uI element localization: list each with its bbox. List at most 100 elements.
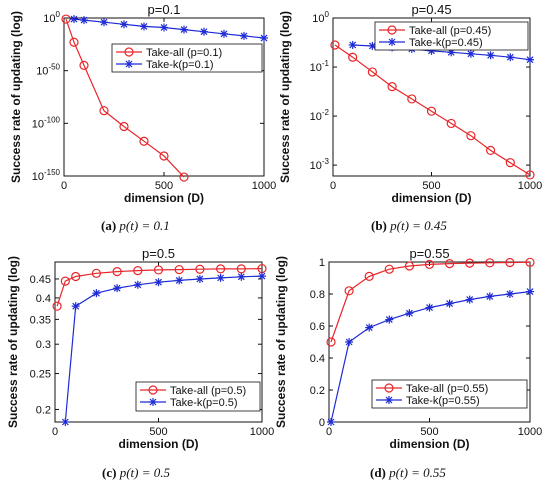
x-axis-label: dimension (D)	[392, 191, 472, 205]
chart-panel-4: p=0.55 0 500 1000 dimension (D) 1 0.8 0.6 0.4 0.2…	[274, 246, 542, 451]
data-point-take-k	[180, 25, 188, 34]
y-tick-label: 10-100	[32, 115, 61, 130]
data-point-take-k	[258, 272, 266, 281]
data-point-take-all	[195, 264, 205, 274]
data-point-take-k	[425, 303, 434, 312]
legend-label: Take-k(p=0.1)	[146, 59, 214, 71]
data-point-take-k	[348, 40, 357, 49]
legend: Take-all (p=0.45)Take-k(p=0.45)	[374, 21, 529, 51]
x-tick-label: 1000	[252, 180, 276, 192]
data-point-take-k	[92, 289, 101, 298]
data-point-take-k	[100, 18, 108, 27]
y-tick-label: 10-150	[32, 168, 61, 183]
legend: Take-all (p=0.1)Take-k(p=0.1)	[111, 43, 263, 73]
y-tick-label: 0.3	[36, 339, 51, 351]
chart-panel-3: p=0.5 0 500 1000 dimension (D) 0.45 0.4 0.35 0.3…	[6, 246, 274, 451]
chart-panel-2: p=0.45 0 500 1000 dimension (D) 100 10-1 10-2 10…	[278, 2, 542, 205]
data-point-take-all	[367, 67, 377, 77]
data-point-take-k	[216, 273, 225, 282]
data-point-take-k	[200, 27, 208, 36]
x-axis-label: dimension (D)	[124, 191, 204, 205]
data-point-take-all	[174, 264, 184, 275]
legend-box	[111, 43, 263, 73]
legend-box	[135, 381, 261, 412]
data-point-take-k	[506, 53, 515, 62]
data-point-take-k	[486, 51, 495, 60]
data-point-take-k	[220, 29, 228, 38]
data-point-take-all	[505, 158, 515, 168]
data-point-take-all	[384, 264, 394, 274]
y-tick-label: 10-3	[310, 157, 330, 172]
legend-label: Take-all (p=0.55)	[406, 383, 488, 395]
y-tick-label: 0.2	[36, 404, 51, 416]
chart-title: p=0.45	[411, 2, 451, 17]
data-point-take-k	[445, 299, 454, 308]
legend-label: Take-all (p=0.45)	[409, 25, 491, 37]
data-point-take-all	[79, 60, 89, 71]
legend-marker-circle	[148, 385, 158, 395]
x-axis-label: dimension (D)	[119, 437, 199, 451]
x-tick-label: 500	[420, 426, 438, 438]
data-point-take-k	[237, 272, 246, 281]
data-point-take-all	[119, 121, 129, 132]
legend-label: Take-all (p=0.1)	[146, 47, 222, 59]
data-point-take-k	[465, 295, 474, 304]
chart-panel-1: p=0.1 0 500 1000 dimension (D) 100 10-50 10-100…	[9, 2, 276, 205]
data-point-take-k	[154, 278, 163, 287]
data-point-take-k	[526, 287, 534, 296]
data-point-take-all	[159, 151, 169, 161]
series-line-take-all	[334, 44, 531, 176]
legend-marker-star	[388, 38, 396, 46]
x-tick-label: 0	[61, 180, 67, 192]
data-point-take-k	[195, 274, 204, 283]
x-tick-label: 500	[149, 426, 167, 438]
y-tick-label: 100	[312, 10, 329, 25]
y-tick-label: 0.6	[310, 321, 325, 333]
data-point-take-k	[71, 302, 80, 311]
chart-title: p=0.55	[409, 246, 449, 261]
data-point-take-k	[260, 34, 268, 43]
data-point-take-all	[485, 258, 495, 268]
data-point-take-k	[526, 55, 534, 64]
data-point-take-all	[404, 261, 414, 271]
legend-marker-circle	[387, 25, 397, 35]
legend-marker-star	[149, 398, 157, 406]
data-point-take-all	[153, 265, 164, 275]
x-tick-label: 500	[155, 180, 173, 192]
legend-marker-star	[385, 396, 393, 404]
data-point-take-all	[326, 337, 336, 347]
y-axis-label: Success rate of updating (log)	[9, 11, 23, 183]
data-point-take-all	[112, 267, 122, 277]
legend-box	[371, 379, 528, 409]
data-point-take-k	[466, 49, 475, 58]
data-point-take-all	[525, 170, 535, 180]
legend-label: Take-all (p=0.5)	[170, 385, 246, 397]
legend-box	[374, 21, 529, 51]
x-tick-label: 0	[52, 426, 58, 438]
caption-b: (b) p(t) = 0.45	[371, 218, 447, 233]
caption-d: (d) p(t) = 0.55	[370, 465, 446, 480]
data-point-take-k	[70, 15, 78, 24]
data-point-take-k	[160, 23, 168, 32]
data-point-take-all	[445, 259, 455, 269]
x-tick-label: 1000	[250, 426, 274, 438]
x-tick-label: 0	[330, 180, 336, 192]
legend: Take-all (p=0.55)Take-k(p=0.55)	[371, 379, 528, 409]
data-point-take-all	[424, 259, 435, 269]
data-point-take-all	[466, 131, 476, 141]
data-point-take-all	[69, 37, 79, 47]
data-point-take-k	[133, 280, 142, 289]
data-point-take-k	[405, 309, 414, 318]
data-point-take-all	[61, 14, 71, 24]
y-axis-label: Success rate of updating (log)	[274, 256, 288, 428]
data-point-take-k	[485, 292, 494, 301]
chart-title: p=0.1	[148, 2, 181, 17]
data-point-take-all	[330, 40, 340, 50]
legend-label: Take-k(p=0.55)	[406, 395, 480, 407]
legend-marker-circle	[124, 47, 134, 57]
y-tick-label: 0.25	[30, 369, 51, 381]
data-point-take-all	[99, 106, 109, 116]
legend-label: Take-k(p=0.45)	[409, 37, 483, 49]
y-tick-label: 10-1	[310, 59, 330, 74]
